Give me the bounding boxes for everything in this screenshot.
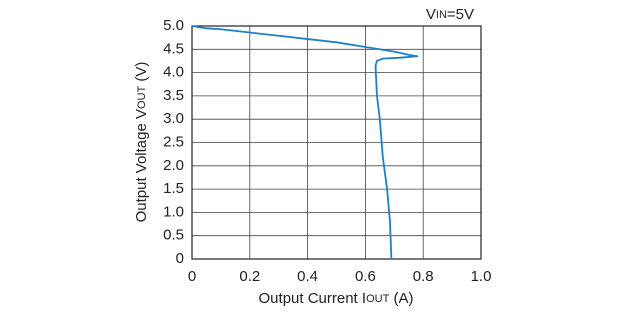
y-tick-label: 0 [176, 250, 184, 267]
annotation-part: =5V [447, 6, 474, 23]
y-tick-label: 3.5 [163, 87, 184, 104]
y-axis-label: Output Voltage VOUT (V) [133, 62, 150, 223]
annotation-sub: IN [436, 9, 447, 21]
label-part: Output Current I [259, 290, 367, 307]
x-tick-label: 0.4 [297, 268, 318, 285]
y-tick-label: 4.0 [163, 64, 184, 81]
y-tick-label: 1.5 [163, 180, 184, 197]
y-tick-label: 5.0 [163, 17, 184, 34]
x-axis-label: Output Current IOUT (A) [259, 290, 414, 307]
label-sub: OUT [366, 293, 390, 305]
annotation: VIN=5V [426, 6, 474, 23]
label-sub: OUT [136, 85, 148, 109]
data-line [191, 25, 419, 260]
label-part: (A) [389, 290, 413, 307]
y-tick-label: 4.5 [163, 40, 184, 57]
y-tick-label: 2.0 [163, 157, 184, 174]
y-tick-label: 0.5 [163, 227, 184, 244]
plot-frame [191, 25, 482, 260]
x-tick-label: 0 [188, 268, 196, 285]
x-tick-label: 0.2 [239, 268, 260, 285]
label-part: Output Voltage V [133, 109, 150, 222]
y-tick-label: 3.0 [163, 110, 184, 127]
x-tick-label: 0.6 [355, 268, 376, 285]
y-tick-label: 2.5 [163, 133, 184, 150]
y-tick-label: 1.0 [163, 203, 184, 220]
annotation-part: V [426, 6, 436, 23]
label-part: (V) [133, 62, 150, 86]
x-tick-label: 0.8 [413, 268, 434, 285]
x-tick-label: 1.0 [471, 268, 492, 285]
